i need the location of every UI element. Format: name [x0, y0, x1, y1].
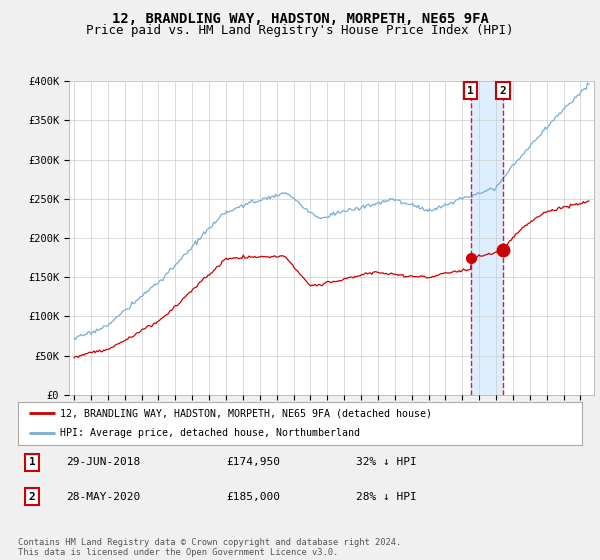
- Text: 12, BRANDLING WAY, HADSTON, MORPETH, NE65 9FA (detached house): 12, BRANDLING WAY, HADSTON, MORPETH, NE6…: [60, 408, 432, 418]
- Text: HPI: Average price, detached house, Northumberland: HPI: Average price, detached house, Nort…: [60, 428, 360, 438]
- Text: 28-MAY-2020: 28-MAY-2020: [66, 492, 140, 502]
- Text: £174,950: £174,950: [227, 457, 281, 467]
- Text: £185,000: £185,000: [227, 492, 281, 502]
- Text: 2: 2: [500, 86, 506, 96]
- Text: 28% ↓ HPI: 28% ↓ HPI: [356, 492, 417, 502]
- Text: 1: 1: [467, 86, 474, 96]
- Text: Contains HM Land Registry data © Crown copyright and database right 2024.
This d: Contains HM Land Registry data © Crown c…: [18, 538, 401, 557]
- Text: 29-JUN-2018: 29-JUN-2018: [66, 457, 140, 467]
- Text: Price paid vs. HM Land Registry's House Price Index (HPI): Price paid vs. HM Land Registry's House …: [86, 24, 514, 36]
- Text: 2: 2: [29, 492, 35, 502]
- Text: 12, BRANDLING WAY, HADSTON, MORPETH, NE65 9FA: 12, BRANDLING WAY, HADSTON, MORPETH, NE6…: [112, 12, 488, 26]
- Bar: [471, 81, 503, 395]
- Text: 32% ↓ HPI: 32% ↓ HPI: [356, 457, 417, 467]
- Text: 1: 1: [29, 457, 35, 467]
